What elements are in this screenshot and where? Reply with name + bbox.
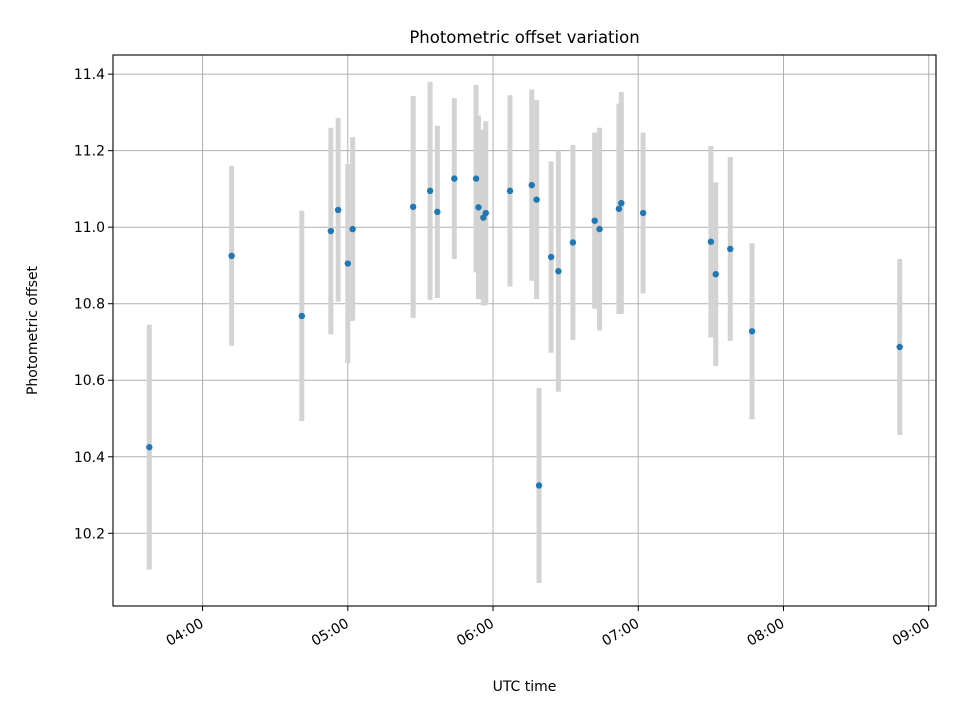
y-tick-label: 11.0 [74, 220, 105, 236]
data-point [475, 204, 482, 211]
data-point [896, 343, 903, 351]
data-point [334, 206, 342, 214]
data-points [146, 175, 903, 489]
y-axis-ticks: 10.2 10.4 10.6 10.8 11.0 11.2 11.4 [74, 67, 113, 542]
data-point [555, 267, 562, 275]
data-point [639, 209, 647, 217]
data-point [451, 175, 458, 182]
x-axis-label: UTC time [493, 679, 557, 695]
y-tick-label: 10.2 [74, 526, 105, 542]
data-point [535, 482, 543, 489]
data-point [748, 328, 756, 335]
data-point [327, 227, 335, 235]
data-point [472, 175, 480, 182]
data-point [349, 225, 356, 233]
data-point [618, 199, 625, 207]
y-tick-label: 10.8 [74, 297, 105, 313]
data-point [228, 252, 235, 260]
data-point [533, 196, 540, 203]
data-point [547, 253, 555, 261]
data-point [712, 271, 719, 278]
data-point [591, 217, 598, 224]
data-point [482, 209, 489, 217]
data-point [528, 181, 535, 189]
y-tick-label: 10.6 [74, 373, 105, 389]
data-point [146, 444, 153, 451]
plot-frame [112, 54, 937, 607]
data-point [506, 187, 514, 195]
chart-title: Photometric offset variation [409, 28, 639, 47]
data-point [409, 203, 417, 211]
data-point [615, 205, 623, 213]
data-point [344, 260, 351, 267]
data-point [596, 225, 603, 233]
data-point [434, 208, 441, 216]
y-tick-label: 11.4 [74, 67, 105, 83]
y-tick-label: 10.4 [74, 450, 105, 466]
y-axis-label: Photometric offset [25, 265, 41, 395]
y-tick-label: 11.2 [74, 144, 105, 160]
data-point [727, 245, 734, 253]
data-point [707, 238, 715, 245]
data-point [426, 187, 434, 195]
grid [113, 55, 936, 606]
data-point [569, 239, 577, 246]
data-point [298, 312, 306, 320]
